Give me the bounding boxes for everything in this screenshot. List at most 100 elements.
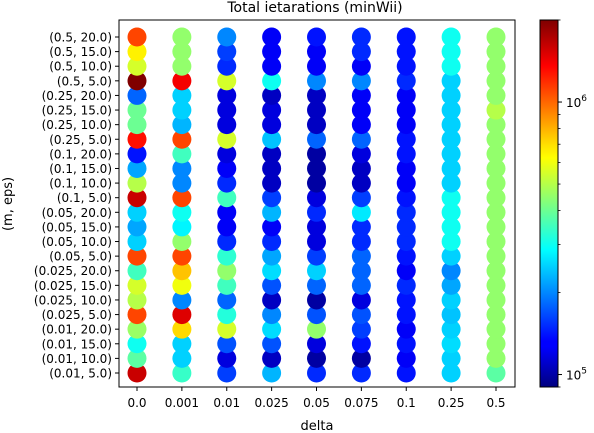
data-point: [262, 232, 282, 252]
data-point: [486, 334, 506, 354]
data-point: [172, 232, 192, 252]
y-tick-label: (0.1, 20.0): [49, 147, 112, 161]
data-point: [396, 158, 416, 178]
data-point: [351, 261, 371, 281]
data-point: [441, 246, 461, 266]
data-point: [127, 305, 147, 325]
data-point: [396, 275, 416, 295]
data-point: [217, 144, 237, 164]
data-point: [262, 202, 282, 222]
data-point: [217, 100, 237, 120]
data-point: [351, 144, 371, 164]
data-point: [396, 56, 416, 76]
data-point: [217, 56, 237, 76]
data-point: [396, 363, 416, 383]
data-point: [217, 275, 237, 295]
data-point: [217, 173, 237, 193]
data-point: [486, 115, 506, 135]
data-point: [307, 27, 326, 47]
data-point: [172, 305, 192, 325]
data-point: [217, 261, 237, 281]
data-point: [172, 334, 192, 354]
data-point: [486, 363, 506, 383]
data-point: [441, 56, 461, 76]
data-point: [396, 115, 416, 135]
data-point: [307, 363, 326, 383]
data-point: [486, 42, 506, 62]
data-point: [351, 100, 371, 120]
colorbar-tick-label: 106: [566, 94, 587, 110]
data-point: [127, 129, 147, 149]
data-point: [486, 319, 506, 339]
data-point: [351, 334, 371, 354]
data-point: [351, 27, 371, 47]
data-point: [127, 232, 147, 252]
data-point: [217, 348, 237, 368]
data-point: [262, 305, 282, 325]
data-point: [127, 158, 147, 178]
y-tick-label: (0.025, 20.0): [34, 264, 112, 278]
data-points: [127, 27, 506, 383]
data-point: [262, 56, 282, 76]
data-point: [441, 115, 461, 135]
data-point: [172, 363, 192, 383]
data-point: [172, 144, 192, 164]
data-point: [262, 173, 282, 193]
data-point: [172, 319, 192, 339]
y-tick-label: (0.25, 20.0): [42, 89, 112, 103]
data-point: [396, 217, 416, 237]
data-point: [396, 71, 416, 91]
x-tick-label: 0.01: [213, 396, 240, 410]
data-point: [396, 334, 416, 354]
data-point: [307, 232, 326, 252]
data-point: [127, 363, 147, 383]
data-point: [396, 319, 416, 339]
data-point: [486, 305, 506, 325]
x-tick-label: 0.5: [486, 396, 505, 410]
data-point: [172, 71, 192, 91]
data-point: [441, 275, 461, 295]
data-point: [396, 246, 416, 266]
data-point: [486, 290, 506, 310]
data-point: [307, 348, 326, 368]
data-point: [351, 115, 371, 135]
x-tick-label: 0.001: [165, 396, 199, 410]
data-point: [262, 115, 282, 135]
data-point: [262, 71, 282, 91]
data-point: [217, 158, 237, 178]
data-point: [307, 217, 326, 237]
data-point: [351, 305, 371, 325]
data-point: [172, 188, 192, 208]
y-tick-label: (0.05, 20.0): [42, 206, 112, 220]
data-point: [127, 217, 147, 237]
data-point: [307, 158, 326, 178]
y-tick-label: (0.01, 10.0): [42, 352, 112, 366]
data-point: [127, 334, 147, 354]
data-point: [396, 232, 416, 252]
data-point: [486, 173, 506, 193]
data-point: [486, 246, 506, 266]
data-point: [262, 363, 282, 383]
y-tick-label: (0.025, 10.0): [34, 293, 112, 307]
data-point: [217, 246, 237, 266]
data-point: [486, 27, 506, 47]
y-axis-label: (m, eps): [1, 177, 16, 231]
data-point: [441, 202, 461, 222]
data-point: [262, 158, 282, 178]
data-point: [396, 348, 416, 368]
data-point: [441, 188, 461, 208]
data-point: [217, 202, 237, 222]
data-point: [441, 217, 461, 237]
data-point: [486, 261, 506, 281]
data-point: [441, 319, 461, 339]
data-point: [441, 100, 461, 120]
data-point: [486, 348, 506, 368]
data-point: [486, 232, 506, 252]
data-point: [127, 42, 147, 62]
data-point: [262, 275, 282, 295]
data-point: [396, 129, 416, 149]
data-point: [396, 305, 416, 325]
data-point: [172, 158, 192, 178]
data-point: [351, 42, 371, 62]
